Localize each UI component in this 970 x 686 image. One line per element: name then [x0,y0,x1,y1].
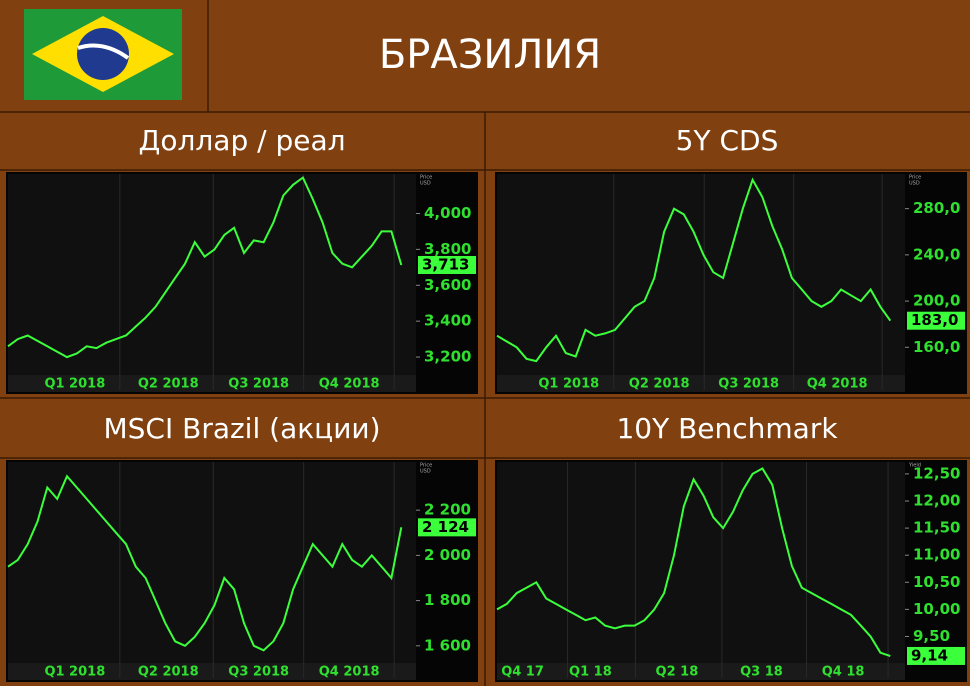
y-tick-label: 160,0 [913,338,960,356]
panel-title: MSCI Brazil (акции) [103,412,380,445]
x-tick-label: Q3 2018 [228,665,289,680]
price-line [496,177,892,363]
last-value-box [418,518,476,537]
y-axis-label: USD [420,181,431,187]
x-tick-label: Q4 18 [822,665,865,680]
y-tick-label: 1 600 [424,636,471,654]
y-tick-label: 9,50 [913,627,950,645]
price-line [7,176,403,359]
last-value-label: 183,0 [911,311,958,329]
y-axis-label: Price [420,463,432,469]
y-axis-label: Price [909,175,921,181]
panel-title: Доллар / реал [138,124,345,157]
y-tick-label: 11,50 [913,519,960,537]
panel-title: 10Y Benchmark [616,412,838,445]
y-tick-label: 12,00 [913,492,960,510]
plot-area [8,174,416,375]
price-line [496,467,891,657]
y-tick-label: 11,00 [913,546,960,564]
y-tick-label: 240,0 [913,245,960,263]
y-axis-label: Price [420,175,432,181]
x-tick-label: Q2 2018 [138,665,199,680]
y-tick-label: 10,00 [913,600,960,618]
flag-band [77,43,130,60]
x-tick-label: Q1 2018 [44,377,105,392]
x-tick-label: Q1 18 [569,665,612,680]
last-value-box [907,311,965,330]
x-tick-label: Q3 2018 [228,377,289,392]
flag-globe [77,28,129,80]
page-title: БРАЗИЛИЯ [379,32,601,78]
y-axis-label: USD [420,469,431,475]
y-tick-label: 280,0 [913,199,960,217]
x-tick-label: Q2 2018 [138,377,199,392]
flag [24,9,182,100]
x-tick-label: Q3 2018 [718,377,779,392]
last-value-label: 9,14 [911,646,948,664]
y-tick-label: 3,200 [424,348,471,366]
last-value-box [907,646,965,665]
x-tick-label: Q2 18 [656,665,699,680]
x-axis-strip [497,663,905,680]
y-tick-label: 3,400 [424,312,471,330]
y-tick-label: 10,50 [913,573,960,591]
last-value-label: 3,713 [422,255,469,273]
plot-area [497,462,905,663]
x-tick-label: Q4 2018 [807,377,868,392]
x-tick-label: Q3 18 [740,665,783,680]
y-tick-label: 12,50 [913,464,960,482]
panel-title: 5Y CDS [676,124,779,157]
y-tick-label: 3,800 [424,240,471,258]
y-tick-label: 4,000 [424,204,471,222]
plot-area [8,462,416,663]
x-axis-strip [8,375,416,392]
x-axis-strip [8,663,416,680]
plot-area [497,174,905,375]
y-tick-label: 3,600 [424,276,471,294]
y-axis-label: USD [909,181,920,187]
x-tick-label: Q1 2018 [44,665,105,680]
x-tick-label: Q2 2018 [629,377,690,392]
y-tick-label: 2 200 [424,501,471,519]
x-tick-label: Q4 2018 [319,665,380,680]
y-axis-label: Yield [908,463,921,469]
x-tick-label: Q4 2018 [319,377,380,392]
y-tick-label: 1 800 [424,591,471,609]
x-axis-strip [497,375,905,392]
last-value-label: 2 124 [422,518,469,536]
x-tick-label: Q1 2018 [538,377,599,392]
price-line [7,474,403,652]
y-tick-label: 200,0 [913,292,960,310]
x-tick-label: Q4 17 [501,665,544,680]
y-tick-label: 2 000 [424,546,471,564]
last-value-box [418,255,476,274]
